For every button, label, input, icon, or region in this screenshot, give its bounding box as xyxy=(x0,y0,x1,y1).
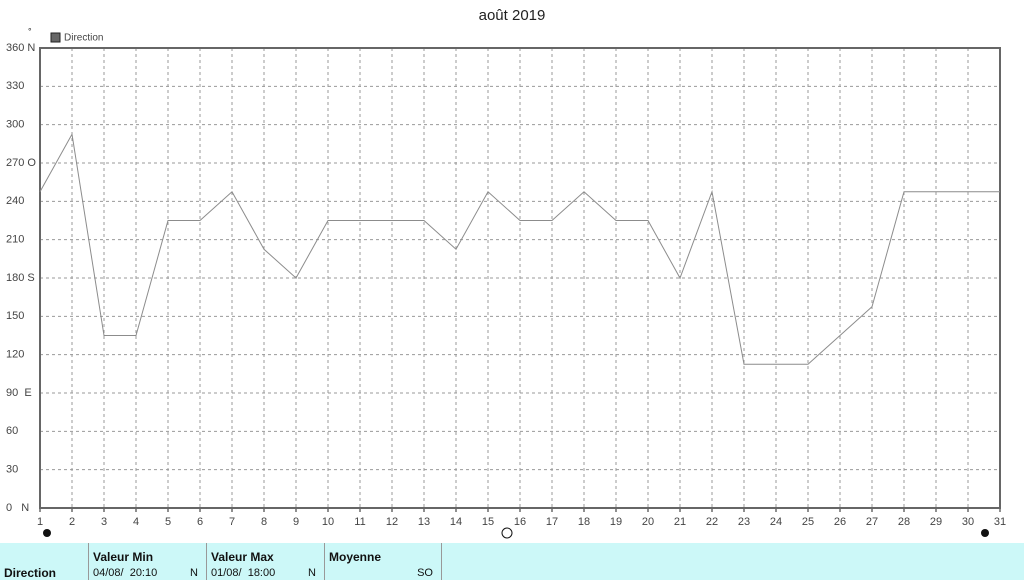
x-tick-label: 3 xyxy=(101,516,107,528)
y-tick-label: 90 E xyxy=(6,387,32,399)
y-tick-label: 300 xyxy=(6,119,24,131)
x-tick-label: 28 xyxy=(898,516,910,528)
data-line xyxy=(39,132,1000,365)
x-tick-label: 4 xyxy=(133,516,139,528)
y-tick-label: 360 N xyxy=(6,42,35,54)
legend-label: Direction xyxy=(64,33,103,44)
y-tick-label: 180 S xyxy=(6,272,35,284)
x-tick-label: 18 xyxy=(578,516,590,528)
x-tick-label: 16 xyxy=(514,516,526,528)
chart-title: août 2019 xyxy=(479,7,546,24)
y-tick-label: 240 xyxy=(6,195,24,207)
y-tick-label: 210 xyxy=(6,234,24,246)
y-tick-label: 150 xyxy=(6,310,24,322)
col-header: Valeur Max xyxy=(211,550,274,564)
x-tick-label: 31 xyxy=(994,516,1006,528)
x-tick-label: 30 xyxy=(962,516,974,528)
col-value: N xyxy=(308,567,316,579)
x-tick-label: 7 xyxy=(229,516,235,528)
y-tick-label: 270 O xyxy=(6,157,36,169)
moon-icon xyxy=(43,529,51,537)
x-tick-label: 9 xyxy=(293,516,299,528)
col-header: Valeur Min xyxy=(93,550,154,564)
y-tick-label: 120 xyxy=(6,349,24,361)
x-tick-label: 14 xyxy=(450,516,462,528)
x-tick-label: 5 xyxy=(165,516,171,528)
col-date: 01/08/ 18:00 xyxy=(211,567,276,579)
x-tick-label: 25 xyxy=(802,516,814,528)
y-axis-label: ° xyxy=(28,26,32,36)
y-tick-label: 330 xyxy=(6,80,24,92)
col-value: N xyxy=(190,567,198,579)
x-tick-label: 1 xyxy=(37,516,43,528)
x-tick-label: 10 xyxy=(322,516,334,528)
x-tick-label: 22 xyxy=(706,516,718,528)
x-tick-label: 12 xyxy=(386,516,398,528)
x-tick-label: 29 xyxy=(930,516,942,528)
col-date: 04/08/ 20:10 xyxy=(93,567,158,579)
moon-icon xyxy=(501,527,513,539)
x-tick-label: 27 xyxy=(866,516,878,528)
summary-bar: Direction Valeur Min 04/08/ 20:10 N Vale… xyxy=(0,543,1024,580)
x-tick-label: 17 xyxy=(546,516,558,528)
y-tick-label: 30 xyxy=(6,464,18,476)
x-tick-label: 24 xyxy=(770,516,782,528)
x-tick-label: 13 xyxy=(418,516,430,528)
x-tick-label: 2 xyxy=(69,516,75,528)
x-tick-label: 19 xyxy=(610,516,622,528)
x-tick-label: 21 xyxy=(674,516,686,528)
legend-swatch xyxy=(50,32,61,43)
moon-icon xyxy=(981,529,989,537)
col-value: SO xyxy=(417,567,433,579)
x-tick-label: 23 xyxy=(738,516,750,528)
col-header: Moyenne xyxy=(329,550,382,564)
y-tick-label: 0 N xyxy=(6,502,29,514)
y-tick-label: 60 xyxy=(6,425,18,437)
x-tick-label: 11 xyxy=(354,516,365,528)
x-tick-label: 26 xyxy=(834,516,846,528)
x-tick-label: 6 xyxy=(197,516,203,528)
x-tick-label: 15 xyxy=(482,516,494,528)
row-label: Direction xyxy=(4,566,57,580)
x-tick-label: 8 xyxy=(261,516,267,528)
x-tick-label: 20 xyxy=(642,516,654,528)
plot-frame xyxy=(39,47,1001,509)
